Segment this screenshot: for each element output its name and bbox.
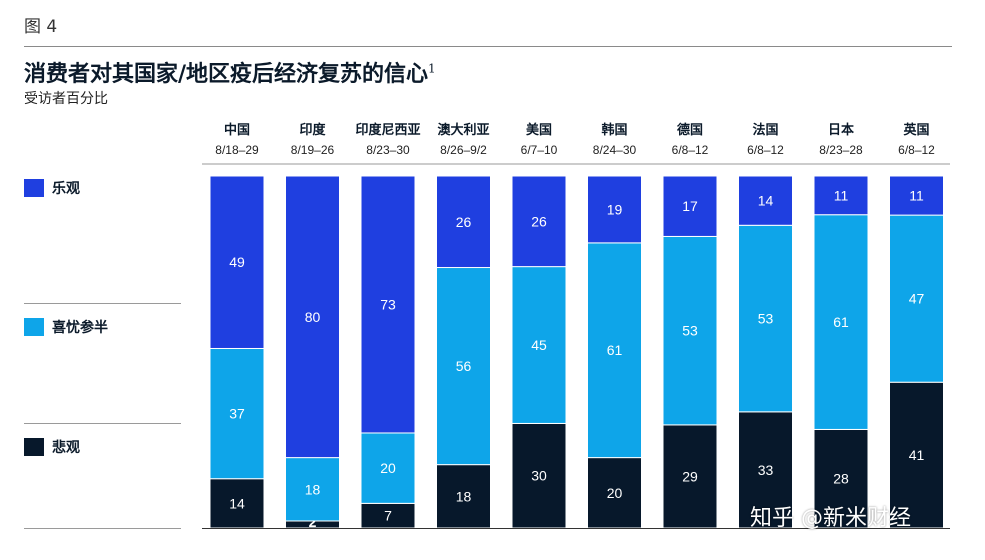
watermark: 知乎 @新米财经 bbox=[750, 506, 911, 531]
data-label: 20 bbox=[607, 485, 623, 501]
bar-segment bbox=[889, 214, 944, 383]
data-label: 17 bbox=[682, 198, 698, 214]
legend-item-mixed: 喜忧参半 bbox=[24, 317, 108, 337]
data-label: 37 bbox=[229, 406, 245, 422]
category-label: 澳大利亚 bbox=[437, 122, 489, 138]
legend-label-pessimistic: 悲观 bbox=[52, 440, 80, 456]
bar-segment bbox=[587, 175, 642, 244]
category-date-label: 8/18–29 bbox=[215, 143, 259, 157]
category-date-label: 8/26–9/2 bbox=[440, 143, 487, 157]
chart-title-text: 消费者对其国家/地区疫后经济复苏的信心 bbox=[24, 61, 429, 87]
bar-segment bbox=[889, 175, 944, 216]
data-label: 2 bbox=[309, 514, 317, 530]
category-label: 法国 bbox=[752, 122, 778, 138]
data-label: 11 bbox=[834, 187, 849, 203]
bar-segment bbox=[662, 175, 718, 237]
data-label: 53 bbox=[758, 311, 774, 327]
chart-subtitle: 受访者百分比 bbox=[24, 91, 108, 107]
bar-segment bbox=[587, 457, 642, 529]
data-label: 14 bbox=[758, 193, 774, 209]
legend-swatch-mixed bbox=[24, 318, 44, 336]
data-label: 26 bbox=[456, 214, 472, 230]
data-label: 30 bbox=[531, 468, 547, 484]
bar-segment bbox=[587, 242, 642, 459]
bar-segment bbox=[436, 175, 491, 269]
data-label: 80 bbox=[305, 309, 321, 325]
legend-divider bbox=[24, 303, 181, 304]
legend-label-mixed: 喜忧参半 bbox=[52, 320, 108, 336]
bar-segment bbox=[738, 175, 793, 226]
bar-segment bbox=[209, 175, 265, 349]
legend-swatch-pessimistic bbox=[24, 438, 44, 456]
data-label: 18 bbox=[456, 488, 472, 504]
data-label: 73 bbox=[380, 296, 396, 312]
bar-segment bbox=[360, 432, 416, 504]
data-label: 29 bbox=[682, 468, 698, 484]
category-date-label: 6/8–12 bbox=[747, 143, 784, 157]
data-label: 61 bbox=[607, 342, 623, 358]
data-label: 61 bbox=[833, 314, 849, 330]
data-label: 19 bbox=[607, 201, 623, 217]
bar-segment bbox=[209, 347, 265, 480]
category-date-label: 8/19–26 bbox=[291, 143, 335, 157]
legend-swatch-optimistic bbox=[24, 179, 44, 197]
legend-divider bbox=[24, 528, 181, 529]
category-label: 中国 bbox=[224, 122, 250, 138]
data-label: 28 bbox=[833, 471, 849, 487]
data-label: 14 bbox=[229, 495, 245, 511]
data-label: 49 bbox=[229, 254, 245, 270]
category-label: 德国 bbox=[677, 122, 703, 138]
title-footnote: 1 bbox=[428, 61, 436, 76]
figure-label: 图 4 bbox=[24, 17, 58, 37]
bar-segment bbox=[360, 175, 416, 434]
category-date-label: 8/24–30 bbox=[593, 143, 637, 157]
data-label: 11 bbox=[909, 188, 924, 204]
data-label: 56 bbox=[456, 358, 472, 374]
category-date-label: 6/8–12 bbox=[672, 143, 709, 157]
category-label: 韩国 bbox=[601, 122, 627, 138]
bar-segment bbox=[285, 175, 340, 459]
category-label: 印度尼西亚 bbox=[355, 122, 420, 138]
data-label: 47 bbox=[909, 291, 925, 307]
bar-segment bbox=[813, 175, 869, 216]
category-date-label: 6/7–10 bbox=[521, 143, 558, 157]
bar-segment bbox=[511, 175, 567, 268]
data-label: 45 bbox=[531, 337, 547, 353]
data-label: 18 bbox=[305, 481, 321, 497]
data-label: 41 bbox=[909, 447, 925, 463]
bar-segment bbox=[813, 428, 869, 529]
legend-label-optimistic: 乐观 bbox=[52, 181, 80, 197]
category-date-label: 8/23–28 bbox=[819, 143, 863, 157]
category-label: 日本 bbox=[828, 122, 854, 138]
bar-segment bbox=[662, 235, 718, 426]
chart-title: 消费者对其国家/地区疫后经济复苏的信心1 bbox=[24, 56, 436, 88]
bar-segment bbox=[738, 224, 793, 413]
data-label: 20 bbox=[380, 460, 396, 476]
category-date-label: 6/8–12 bbox=[898, 143, 935, 157]
category-label: 英国 bbox=[902, 122, 929, 138]
bar-segment bbox=[436, 464, 491, 529]
data-label: 7 bbox=[384, 508, 392, 524]
legend-divider bbox=[24, 423, 181, 424]
category-date-label: 8/23–30 bbox=[366, 143, 410, 157]
category-label: 美国 bbox=[526, 122, 552, 138]
legend-item-optimistic: 乐观 bbox=[24, 178, 80, 198]
bar-segment bbox=[813, 214, 869, 430]
top-divider bbox=[24, 46, 952, 47]
category-label: 印度 bbox=[299, 122, 326, 138]
data-label: 33 bbox=[758, 462, 774, 478]
data-label: 53 bbox=[682, 323, 698, 339]
legend-item-pessimistic: 悲观 bbox=[24, 437, 80, 457]
bar-segment bbox=[662, 424, 718, 529]
data-label: 26 bbox=[531, 213, 547, 229]
bar-segment bbox=[436, 267, 491, 466]
